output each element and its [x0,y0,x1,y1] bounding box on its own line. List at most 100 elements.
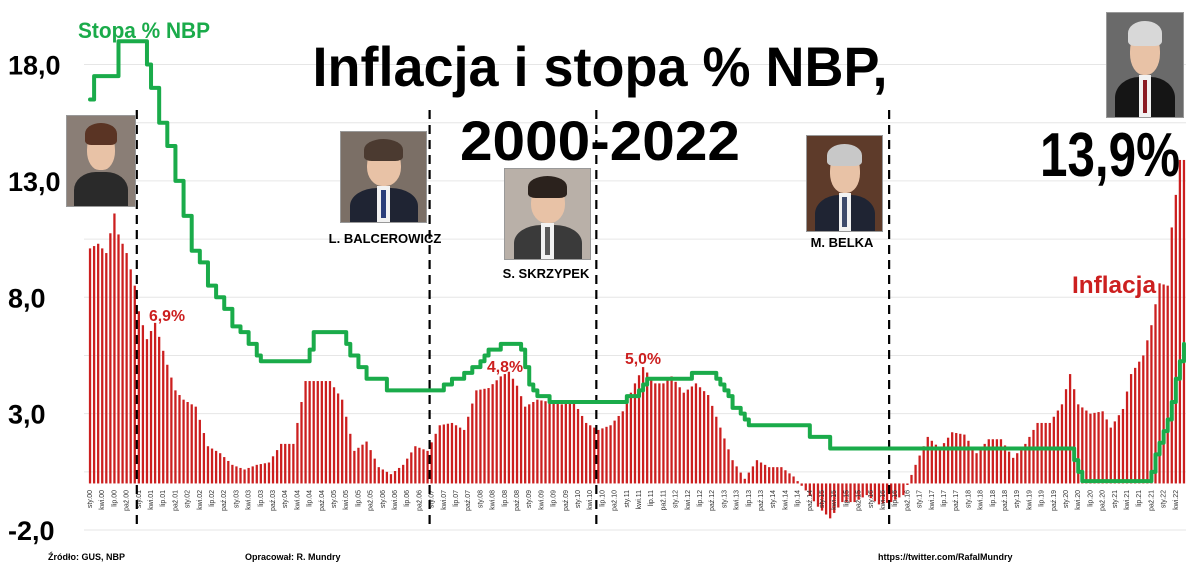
inflation-bar [942,443,946,484]
x-tick-label: lip.12 [697,490,704,507]
inflation-bar [304,381,307,484]
inflation-bar [308,381,311,484]
inflation-bar [694,383,698,484]
x-tick-label: kwi.13 [734,490,741,510]
inflation-bar [373,458,376,484]
x-tick-label: kwi.14 [782,490,789,510]
inflation-bar [536,399,539,484]
inflation-bar [853,483,856,503]
inflation-bar [1016,453,1019,484]
inflation-bar [881,483,885,504]
inflation-bar [902,483,905,496]
inflation-bar [141,325,145,484]
x-tick-label: kwi.01 [148,490,155,510]
inflation-bar [158,336,161,484]
inflation-bar [658,383,661,484]
inflation-bar [743,478,746,484]
inflation-bar [1170,227,1173,484]
inflation-bar [983,443,986,484]
inflation-bar [210,448,214,484]
inflation-bar [528,404,531,484]
inflation-bar [182,399,185,484]
y-tick-label: 8,0 [8,283,46,313]
inflation-bar [1044,422,1047,484]
x-tick-label: kwi.04 [294,490,301,510]
inflation-bar [149,331,153,484]
inflation-bar [1085,410,1088,484]
x-tick-label: paź.17 [953,490,960,511]
inflation-bar [341,399,344,484]
inflation-bar [519,396,523,484]
x-tick-label: paź.09 [563,490,570,511]
x-tick-label: kwi.15 [831,490,838,510]
x-tick-label: paź.12 [709,490,716,511]
inflation-bar [1060,404,1064,484]
inflation-bar [206,446,210,484]
inflation-bar [564,403,567,484]
inflation-bar [1068,374,1072,484]
inflation-bar [930,440,933,484]
inflation-bar [800,483,803,486]
inflation-bar [288,443,291,484]
inflation-bar [316,381,319,484]
portrait-photo-skrzypek [504,168,591,260]
inflation-bar [702,391,706,484]
inflation-bar [922,446,925,484]
inflation-bar [572,402,576,484]
inflation-bar [1117,415,1121,484]
x-tick-label: kwi.19 [1026,490,1033,510]
annotation-6-9: 6,9% [149,308,185,325]
inflation-bar [1146,340,1149,484]
inflation-bar [1089,413,1092,484]
inflation-bar [678,387,681,484]
inflation-bar [739,472,742,484]
inflation-bar [524,406,527,484]
inflation-bar [202,433,206,484]
inflation-bar [271,456,275,484]
inflation-bar [1121,408,1125,484]
x-tick-label: sty.11 [624,490,631,508]
inflation-bar [816,483,820,507]
inflation-bar [759,462,763,484]
y-tick-label: 18,0 [8,51,61,81]
inflation-bar [174,390,177,484]
inflation-bar [776,467,779,484]
inflation-bar [601,428,604,484]
inflation-bar [235,466,238,484]
inflation-bar [117,234,120,484]
inflation-bar [1012,457,1015,484]
inflation-bar [255,464,258,484]
inflation-bar [406,458,409,484]
inflation-bar [324,381,328,484]
inflation-bar [857,483,860,500]
inflation-bar [414,446,417,484]
x-tick-label: lip.11 [648,490,655,506]
inflation-bar [121,243,124,484]
x-tick-label: lip.10 [599,490,606,507]
inflation-bar [877,483,881,505]
x-tick-label: kwi.07 [441,490,448,510]
inflation-bar [955,433,958,484]
inflation-bar [162,350,165,484]
inflation-bar [963,434,966,484]
x-tick-label: sty.05 [331,490,338,508]
inflation-bar [670,376,673,484]
inflation-bar [475,390,478,484]
inflation-bar [837,483,840,508]
inflation-bar [219,453,222,484]
inflation-bar [560,404,563,484]
inflation-bar [951,432,954,484]
inflation-bar [312,381,315,484]
inflation-bar [320,381,323,484]
x-tick-label: kwi.09 [538,490,545,510]
inflation-bar [1081,407,1084,484]
x-tick-label: sty.06 [380,490,387,508]
x-tick-label: sty.07 [429,490,436,508]
inflation-bar [515,385,519,484]
x-tick-label: paź.05 [368,490,375,511]
inflation-bar [967,440,970,484]
inflation-bar [243,469,246,484]
inflation-bar [995,439,999,484]
inflation-bar [332,387,336,484]
x-tick-label: lip.17 [941,490,948,507]
